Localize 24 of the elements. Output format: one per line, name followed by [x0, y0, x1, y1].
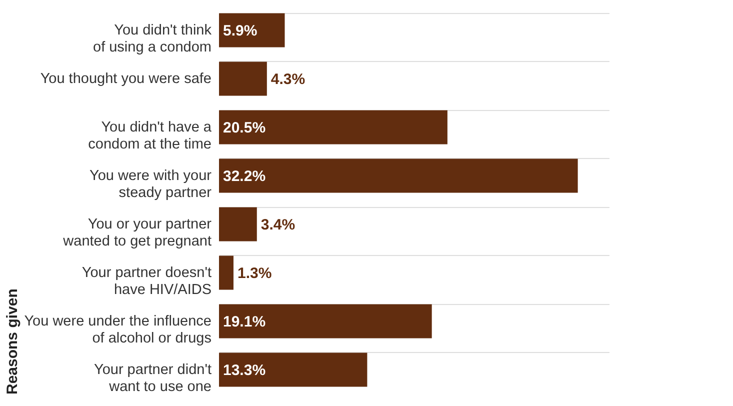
data-label: 32.2% [223, 168, 266, 185]
bar [219, 158, 578, 193]
y-tick-label: Your partner doesn't have HIV/AIDS [82, 264, 212, 298]
data-label: 13.3% [223, 362, 266, 379]
y-tick-label: You were under the influence of alcohol or drugs [24, 313, 212, 346]
bar [219, 62, 267, 96]
bar [219, 207, 257, 242]
y-tick-label: You didn't have a condom at the time [88, 119, 212, 152]
data-label: 1.3% [237, 264, 272, 282]
data-label: 4.3% [270, 70, 306, 88]
bar [219, 352, 368, 387]
y-axis-title: Reasons given [4, 288, 22, 394]
data-label: 19.1% [223, 313, 266, 330]
data-label: 20.5% [223, 119, 266, 136]
bar [219, 256, 234, 290]
bar [219, 110, 448, 144]
bar [219, 304, 432, 338]
y-tick-label: You or your partner wanted to get pregnant [62, 216, 212, 250]
data-label: 3.4% [260, 216, 296, 234]
y-tick-label: You were with your steady partner [90, 168, 212, 201]
y-tick-label: You thought you were safe [40, 70, 212, 87]
y-tick-label: Your partner didn't want to use one [94, 362, 212, 395]
y-tick-label: You didn't think of using a condom [93, 22, 212, 56]
data-label: 5.9% [223, 22, 258, 40]
